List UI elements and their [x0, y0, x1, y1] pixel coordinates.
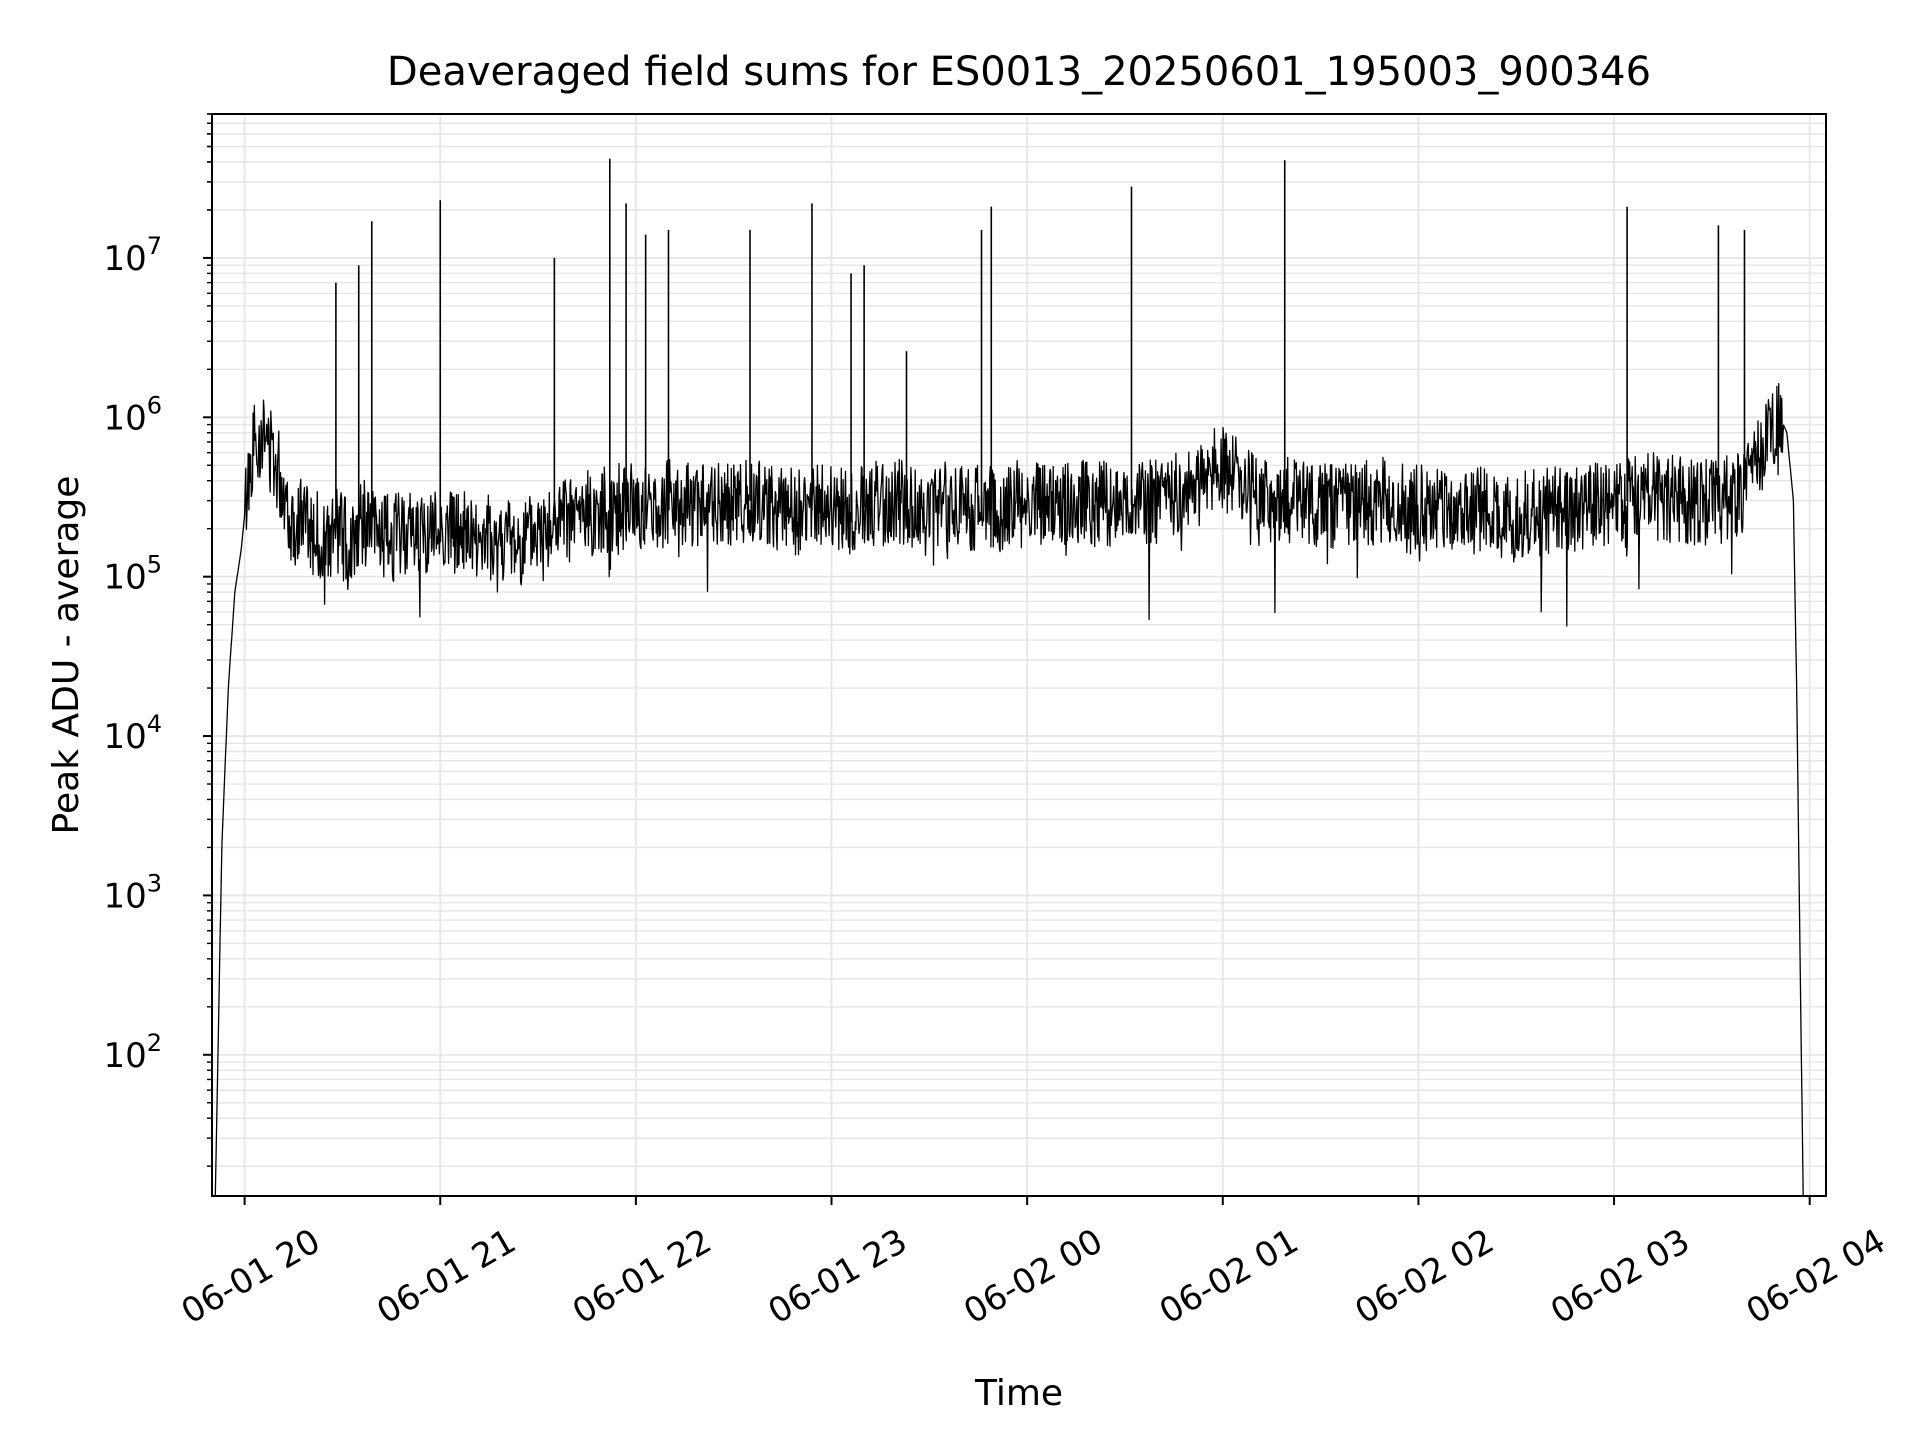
x-axis-label: Time	[974, 1373, 1063, 1414]
y-axis-label: Peak ADU - average	[46, 476, 87, 835]
y-tick-base: 10	[103, 558, 146, 598]
y-tick-base: 10	[103, 717, 146, 757]
y-tick-base: 10	[103, 398, 146, 438]
y-tick-exponent: 6	[147, 391, 162, 419]
y-tick-exponent: 4	[147, 710, 162, 738]
series-line	[214, 382, 1804, 1197]
y-tick-exponent: 3	[147, 869, 162, 897]
spike-lines	[335, 158, 1746, 530]
plot-frame	[211, 113, 1827, 1197]
y-tick-exponent: 5	[147, 551, 162, 579]
chart-title: Deaveraged field sums for ES0013_2025060…	[387, 49, 1651, 95]
y-tick-base: 10	[103, 239, 146, 279]
y-tick-label: 102	[103, 1029, 162, 1076]
y-tick-base: 10	[103, 876, 146, 916]
y-tick-label: 107	[103, 232, 162, 279]
y-tick-exponent: 7	[147, 232, 162, 260]
y-tick-base: 10	[103, 1036, 146, 1076]
y-tick-label: 105	[103, 551, 162, 598]
y-tick-label: 106	[103, 391, 162, 438]
grid-lines	[212, 113, 1826, 1196]
y-tick-label: 104	[103, 710, 162, 757]
y-tick-label: 103	[103, 869, 162, 916]
y-tick-exponent: 2	[147, 1029, 162, 1057]
